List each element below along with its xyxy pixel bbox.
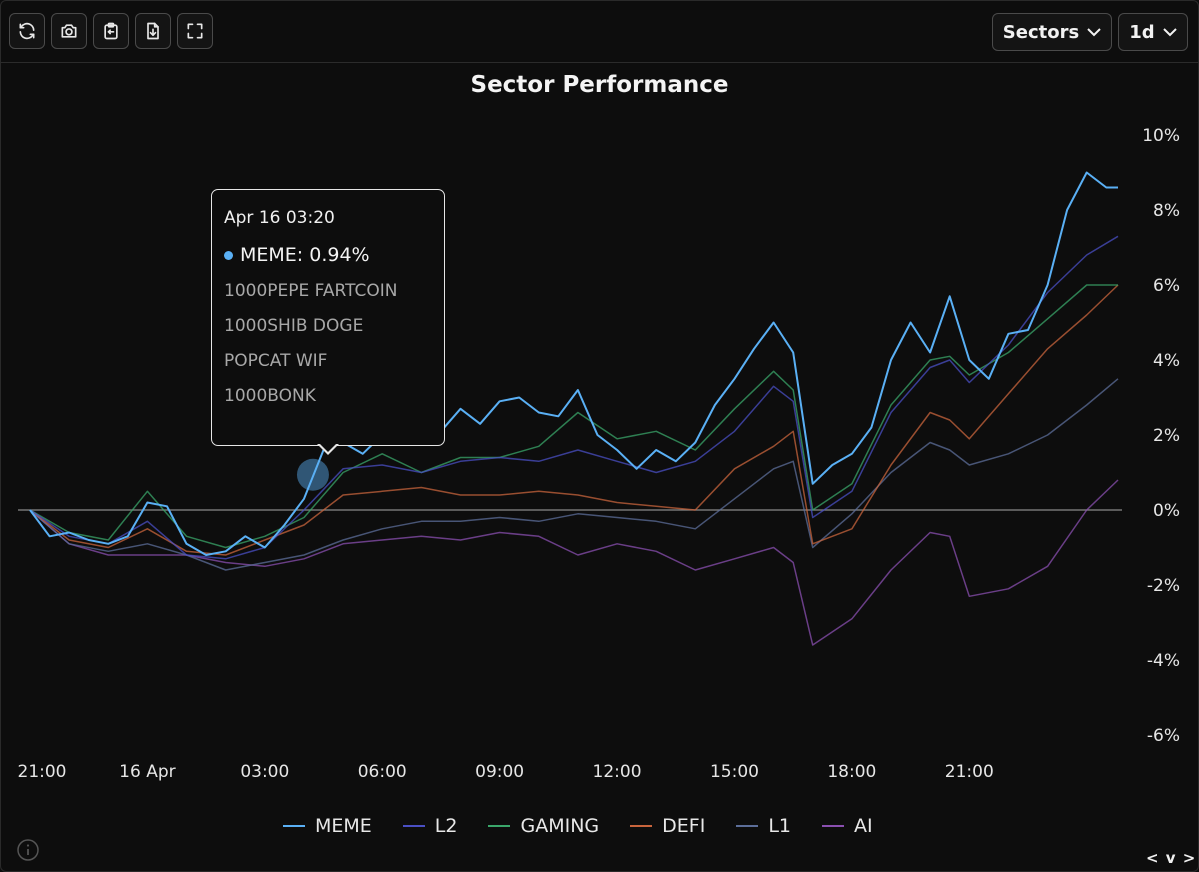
legend-label: MEME <box>315 815 372 837</box>
y-tick-label: 8% <box>1153 201 1180 221</box>
legend-item-meme[interactable]: MEME <box>283 815 372 837</box>
chevron-down-icon <box>1087 28 1101 37</box>
series-line-l1[interactable] <box>29 378 1119 571</box>
x-tick-label: 15:00 <box>710 762 759 782</box>
fullscreen-button[interactable] <box>177 13 213 49</box>
legend-swatch <box>822 825 844 827</box>
toolbar: Sectors 1d <box>0 0 1199 63</box>
clipboard-icon <box>104 22 118 40</box>
tooltip-series-value: MEME: 0.94% <box>240 244 370 266</box>
refresh-icon <box>19 22 35 40</box>
legend-item-defi[interactable]: DEFI <box>630 815 705 837</box>
fullscreen-icon <box>187 23 203 39</box>
tooltip-time: Apr 16 03:20 <box>224 208 335 228</box>
legend-item-l1[interactable]: L1 <box>736 815 791 837</box>
series-line-meme[interactable] <box>29 171 1118 556</box>
legend-item-l2[interactable]: L2 <box>402 815 458 837</box>
camera-icon <box>61 24 77 38</box>
legend-swatch <box>630 825 653 827</box>
chart-title: Sector Performance <box>470 72 729 98</box>
x-tick-label: 18:00 <box>827 762 876 782</box>
legend-swatch <box>488 825 511 827</box>
y-tick-label: -2% <box>1147 576 1180 596</box>
screenshot-button[interactable] <box>51 13 87 49</box>
x-tick-label: 03:00 <box>240 762 289 782</box>
y-tick-label: 4% <box>1153 351 1180 371</box>
legend-label: GAMING <box>520 815 600 837</box>
hover-marker <box>296 458 329 491</box>
series-line-gaming[interactable] <box>29 284 1118 549</box>
y-tick-label: -6% <box>1147 726 1180 746</box>
legend-swatch <box>283 825 305 827</box>
legend-swatch <box>736 825 759 827</box>
tooltip-token-line: 1000BONK <box>224 386 316 406</box>
x-tick-label: 21:00 <box>945 762 994 782</box>
y-tick-label: 6% <box>1153 276 1180 296</box>
chevron-down-icon <box>1162 28 1177 37</box>
x-tick-label: 21:00 <box>18 762 67 782</box>
refresh-button[interactable] <box>9 13 45 49</box>
info-icon[interactable] <box>16 838 40 862</box>
interval-dropdown[interactable]: 1d <box>1118 13 1188 51</box>
y-tick-label: 2% <box>1153 426 1180 446</box>
legend-label: L2 <box>434 815 458 837</box>
tooltip-token-line: POPCAT WIF <box>224 351 328 371</box>
download-icon <box>147 22 159 40</box>
y-tick-label: 0% <box>1153 501 1180 521</box>
x-tick-label: 16 Apr <box>119 762 175 782</box>
y-tick-label: 10% <box>1142 126 1180 146</box>
navigation-arrows[interactable]: < v > <box>1146 849 1197 867</box>
legend-label: DEFI <box>662 815 706 837</box>
tooltip: Apr 16 03:20 MEME: 0.94% 1000PEPE FARTCO… <box>211 189 445 446</box>
legend: MEME L2 GAMING DEFI L1 AI <box>283 815 904 837</box>
y-axis: 10% 8% 6% 4% 2% 0% -2% -4% -6% <box>1142 126 1180 746</box>
sector-dropdown[interactable]: Sectors <box>992 13 1112 51</box>
tooltip-token-line: 1000SHIB DOGE <box>224 316 364 336</box>
y-tick-label: -4% <box>1147 651 1180 671</box>
tooltip-arrow-fill <box>319 443 337 452</box>
series-line-ai[interactable] <box>29 479 1119 646</box>
legend-item-ai[interactable]: AI <box>822 815 873 837</box>
legend-swatch <box>402 825 425 827</box>
x-tick-label: 12:00 <box>593 762 642 782</box>
legend-item-gaming[interactable]: GAMING <box>488 815 599 837</box>
sector-dropdown-label: Sectors <box>1002 21 1080 43</box>
tooltip-token-line: 1000PEPE FARTCOIN <box>224 281 398 301</box>
series-line-defi[interactable] <box>29 284 1119 556</box>
x-tick-label: 09:00 <box>475 762 524 782</box>
copy-button[interactable] <box>93 13 129 49</box>
download-button[interactable] <box>135 13 171 49</box>
series-line-l2[interactable] <box>29 235 1119 560</box>
x-tick-label: 06:00 <box>358 762 407 782</box>
legend-label: AI <box>854 815 873 837</box>
tooltip-series: MEME: 0.94% <box>224 244 432 266</box>
series-color-dot <box>224 250 233 260</box>
interval-dropdown-label: 1d <box>1129 21 1155 43</box>
series-lines <box>29 171 1119 646</box>
legend-label: L1 <box>768 815 791 837</box>
x-axis: 21:00 16 Apr 03:00 06:00 09:00 12:00 15:00 18:0… <box>18 762 994 782</box>
